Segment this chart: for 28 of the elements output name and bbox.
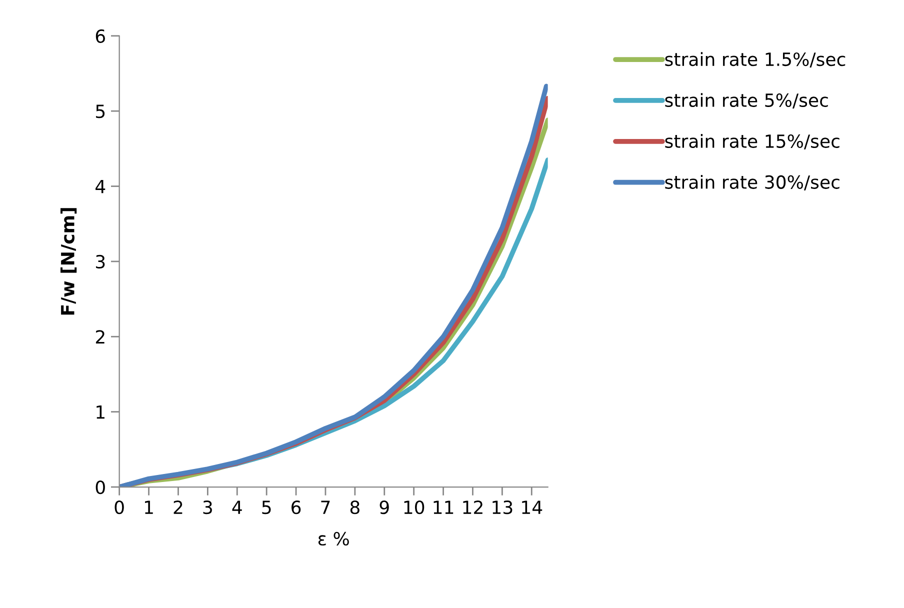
y-tick-label: 3 xyxy=(96,254,105,269)
y-tick-label: 5 xyxy=(96,104,105,118)
x-tick-label: 5 xyxy=(262,500,271,514)
y-tick-label: 4 xyxy=(96,180,106,194)
legend-label: strain rate 1.5%/sec xyxy=(665,52,846,68)
y-tick-label: 0 xyxy=(96,480,105,494)
x-tick-label: 7 xyxy=(321,500,330,514)
y-tick-label: 2 xyxy=(96,330,104,344)
x-tick-label: 13 xyxy=(492,500,512,514)
legend-label: strain rate 5%/sec xyxy=(665,93,828,108)
x-tick-label: 4 xyxy=(232,500,242,514)
y-tick-label: 1 xyxy=(96,406,104,419)
x-tick-label: 11 xyxy=(434,500,454,514)
x-tick-label: 6 xyxy=(292,500,301,514)
x-tick-label: 3 xyxy=(203,500,212,514)
legend-label: strain rate 15%/sec xyxy=(665,134,840,150)
x-tick-label: 10 xyxy=(404,500,424,514)
x-tick-label: 12 xyxy=(463,500,482,514)
y-tick-label: 6 xyxy=(96,29,105,43)
y-axis-title: F/w [N/cm] xyxy=(60,208,77,315)
x-tick-label: 9 xyxy=(380,500,389,514)
x-tick-label: 0 xyxy=(114,500,124,514)
x-tick-label: 8 xyxy=(350,500,360,514)
x-axis-title: ε % xyxy=(318,532,349,546)
x-tick-label: 14 xyxy=(522,500,542,514)
legend-label: strain rate 30%/sec xyxy=(665,174,840,190)
x-tick-label: 1 xyxy=(145,500,153,514)
x-tick-label: 2 xyxy=(174,500,182,514)
